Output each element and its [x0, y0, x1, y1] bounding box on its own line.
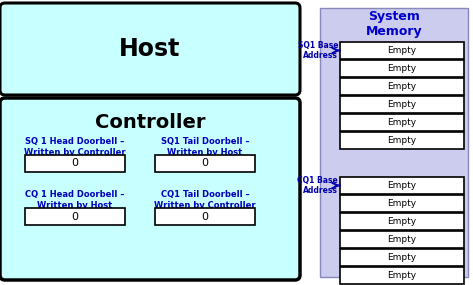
Text: Empty: Empty: [387, 181, 417, 190]
Text: Empty: Empty: [387, 199, 417, 208]
FancyBboxPatch shape: [340, 114, 464, 131]
Text: CQ1 Tail Doorbell –
Written by Controller: CQ1 Tail Doorbell – Written by Controlle…: [154, 190, 256, 210]
Text: Empty: Empty: [387, 235, 417, 244]
Text: Empty: Empty: [387, 136, 417, 145]
FancyBboxPatch shape: [340, 60, 464, 77]
Text: SQ 1 Head Doorbell –
Written by Controller: SQ 1 Head Doorbell – Written by Controll…: [24, 137, 126, 157]
Text: Empty: Empty: [387, 253, 417, 262]
FancyBboxPatch shape: [155, 155, 255, 172]
Text: Empty: Empty: [387, 46, 417, 55]
Text: 0: 0: [201, 158, 209, 168]
FancyBboxPatch shape: [320, 8, 468, 277]
Text: Empty: Empty: [387, 64, 417, 73]
FancyBboxPatch shape: [340, 213, 464, 230]
FancyBboxPatch shape: [340, 231, 464, 248]
FancyBboxPatch shape: [340, 267, 464, 284]
Text: SQ1 Tail Doorbell –
Written by Host: SQ1 Tail Doorbell – Written by Host: [161, 137, 249, 157]
Text: CQ1 Base
Address: CQ1 Base Address: [297, 176, 338, 195]
FancyBboxPatch shape: [155, 208, 255, 225]
Text: 0: 0: [201, 211, 209, 221]
FancyBboxPatch shape: [25, 155, 125, 172]
Text: 0: 0: [71, 211, 79, 221]
Text: System
Memory: System Memory: [366, 10, 422, 38]
FancyBboxPatch shape: [0, 3, 300, 95]
Text: 0: 0: [71, 158, 79, 168]
FancyBboxPatch shape: [340, 195, 464, 212]
FancyBboxPatch shape: [340, 249, 464, 266]
FancyBboxPatch shape: [0, 98, 300, 280]
FancyBboxPatch shape: [25, 208, 125, 225]
FancyBboxPatch shape: [340, 96, 464, 113]
Text: Host: Host: [119, 37, 181, 61]
FancyBboxPatch shape: [340, 42, 464, 59]
Text: Empty: Empty: [387, 100, 417, 109]
Text: Empty: Empty: [387, 271, 417, 280]
Text: Controller: Controller: [95, 113, 205, 133]
FancyBboxPatch shape: [340, 78, 464, 95]
FancyBboxPatch shape: [340, 132, 464, 149]
Text: Empty: Empty: [387, 118, 417, 127]
Text: Empty: Empty: [387, 217, 417, 226]
Text: Empty: Empty: [387, 82, 417, 91]
Text: SQ1 Base
Address: SQ1 Base Address: [298, 41, 338, 60]
Text: CQ 1 Head Doorbell –
Written by Host: CQ 1 Head Doorbell – Written by Host: [25, 190, 125, 210]
FancyBboxPatch shape: [340, 177, 464, 194]
